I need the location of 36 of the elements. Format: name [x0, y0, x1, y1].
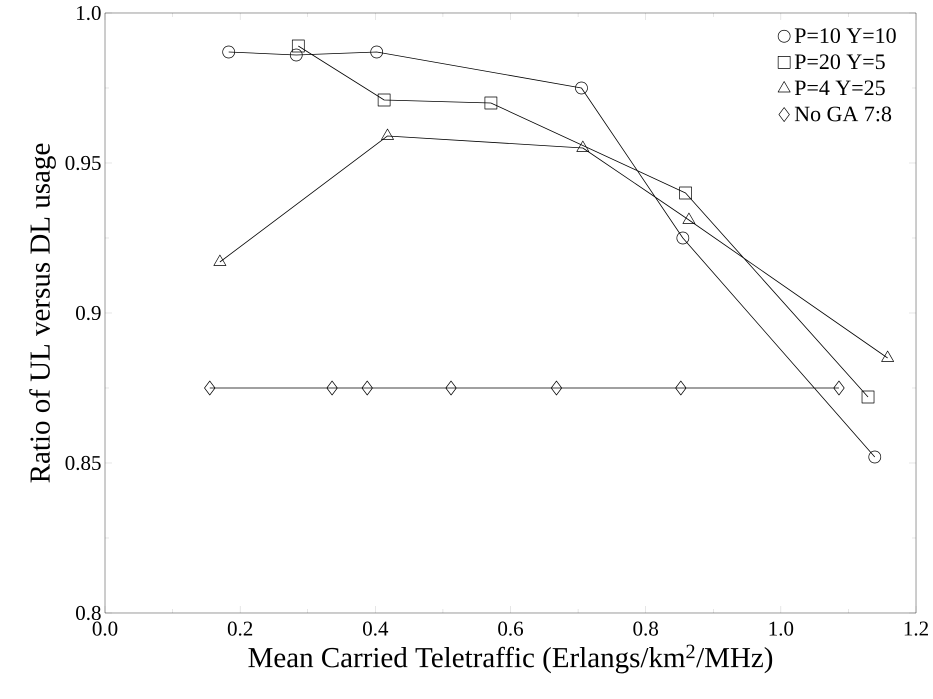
point	[378, 94, 390, 106]
legend-label: P=4 Y=25	[794, 80, 885, 96]
point	[679, 186, 692, 200]
point	[675, 380, 686, 396]
legend-label: No GA 7:8	[794, 106, 892, 122]
x-tick-label: 0.0	[92, 622, 118, 636]
point	[484, 96, 498, 110]
x-axis-title: Mean Carried Teletraffic (Erlangs/km$^{2}$/MHz)	[248, 644, 772, 674]
point	[370, 46, 384, 58]
x-tick-label: 0.2	[228, 622, 252, 636]
y-tick-label: 0.9	[76, 306, 101, 320]
point	[575, 82, 588, 94]
point	[676, 232, 690, 244]
y-axis-title: Ratio of UL versus DL usage	[29, 144, 56, 483]
x-tick-label: 1.0	[770, 622, 794, 636]
point	[445, 380, 457, 396]
x-tick-label: 0.6	[498, 622, 524, 636]
x-tick-label: 1.2	[904, 622, 928, 636]
point	[833, 380, 845, 396]
point	[222, 46, 236, 58]
y-tick-label: 0.85	[66, 456, 101, 470]
x-tick-label: 0.8	[633, 622, 658, 636]
legend-label: P=10 Y=10	[794, 28, 896, 44]
point	[290, 48, 303, 62]
y-tick-label: 0.95	[66, 156, 101, 170]
point	[862, 390, 874, 404]
point	[292, 40, 305, 52]
point	[326, 380, 338, 396]
point	[362, 380, 373, 396]
legend-label: P=20 Y=5	[794, 54, 885, 70]
x-tick-label: 0.4	[363, 622, 388, 636]
y-tick-label: 1.0	[77, 6, 101, 20]
point	[550, 380, 562, 396]
point	[204, 380, 216, 396]
point	[868, 450, 882, 464]
y-tick-label: 0.8	[76, 606, 101, 620]
